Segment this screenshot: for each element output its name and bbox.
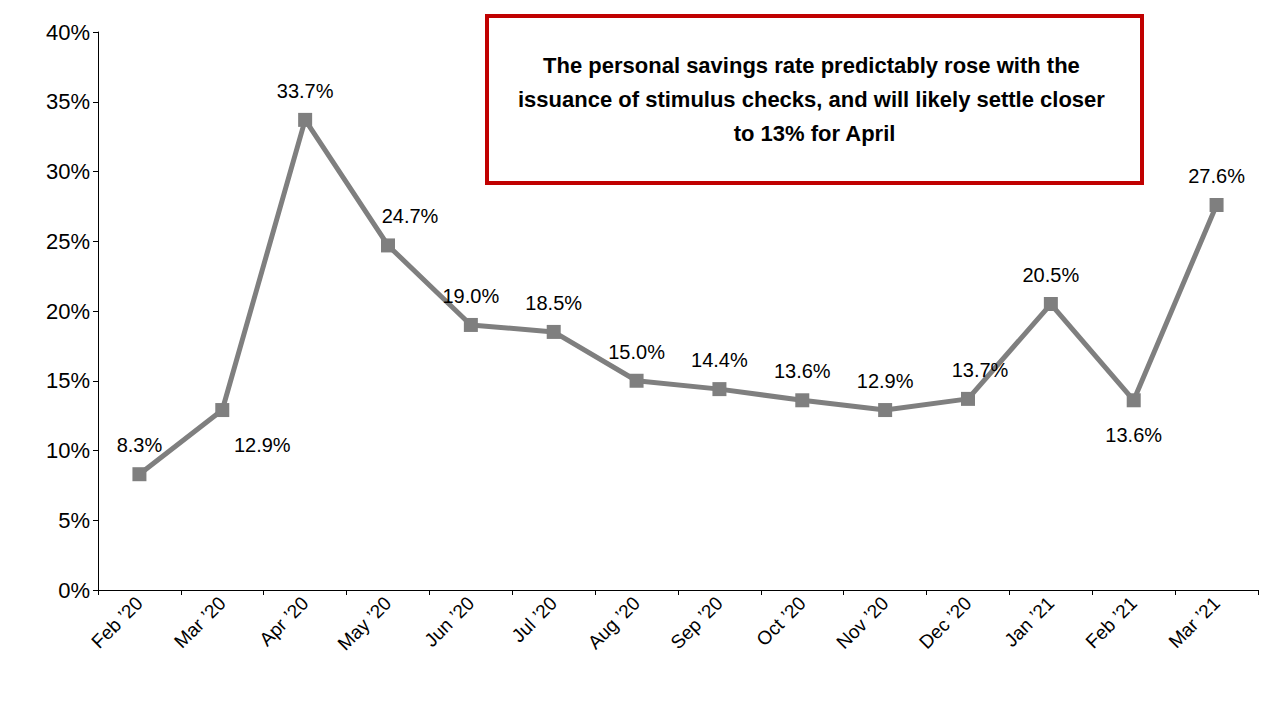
svg-text:May ’20: May ’20 <box>334 593 396 655</box>
svg-text:Jul ’20: Jul ’20 <box>507 593 561 647</box>
svg-text:40%: 40% <box>46 20 90 45</box>
svg-text:13.7%: 13.7% <box>952 359 1009 381</box>
svg-text:10%: 10% <box>46 438 90 463</box>
svg-text:Dec ’20: Dec ’20 <box>915 593 975 653</box>
svg-text:Aug ’20: Aug ’20 <box>584 593 644 653</box>
svg-text:24.7%: 24.7% <box>382 205 439 227</box>
svg-text:Oct ’20: Oct ’20 <box>752 593 809 650</box>
svg-text:Feb ’20: Feb ’20 <box>87 593 147 653</box>
svg-text:30%: 30% <box>46 159 90 184</box>
svg-text:12.9%: 12.9% <box>234 434 291 456</box>
svg-text:13.6%: 13.6% <box>774 360 831 382</box>
svg-text:Feb ’21: Feb ’21 <box>1082 593 1142 653</box>
svg-text:Mar ’21: Mar ’21 <box>1164 593 1224 653</box>
svg-text:27.6%: 27.6% <box>1188 165 1245 187</box>
svg-text:Sep ’20: Sep ’20 <box>666 593 726 653</box>
svg-text:to 13% for April: to 13% for April <box>734 121 896 146</box>
svg-text:14.4%: 14.4% <box>691 349 748 371</box>
svg-text:5%: 5% <box>58 508 90 533</box>
svg-text:20%: 20% <box>46 299 90 324</box>
svg-text:Apr ’20: Apr ’20 <box>255 593 312 650</box>
svg-text:Mar ’20: Mar ’20 <box>170 593 230 653</box>
svg-text:15.0%: 15.0% <box>608 341 665 363</box>
svg-text:The personal savings rate pred: The personal savings rate predictably ro… <box>543 53 1086 78</box>
svg-text:35%: 35% <box>46 89 90 114</box>
svg-text:13.6%: 13.6% <box>1105 424 1162 446</box>
svg-text:18.5%: 18.5% <box>525 292 582 314</box>
svg-text:Jun ’20: Jun ’20 <box>420 593 478 651</box>
svg-text:12.9%: 12.9% <box>857 370 914 392</box>
svg-text:15%: 15% <box>46 368 90 393</box>
svg-text:issuance of stimulus checks, a: issuance of stimulus checks, and will li… <box>518 87 1111 112</box>
svg-text:19.0%: 19.0% <box>442 285 499 307</box>
svg-text:20.5%: 20.5% <box>1022 264 1079 286</box>
svg-text:25%: 25% <box>46 229 90 254</box>
svg-text:Nov ’20: Nov ’20 <box>832 593 892 653</box>
svg-text:0%: 0% <box>58 578 90 603</box>
svg-text:33.7%: 33.7% <box>277 80 334 102</box>
svg-text:8.3%: 8.3% <box>117 434 163 456</box>
svg-text:Jan ’21: Jan ’21 <box>1000 593 1058 651</box>
